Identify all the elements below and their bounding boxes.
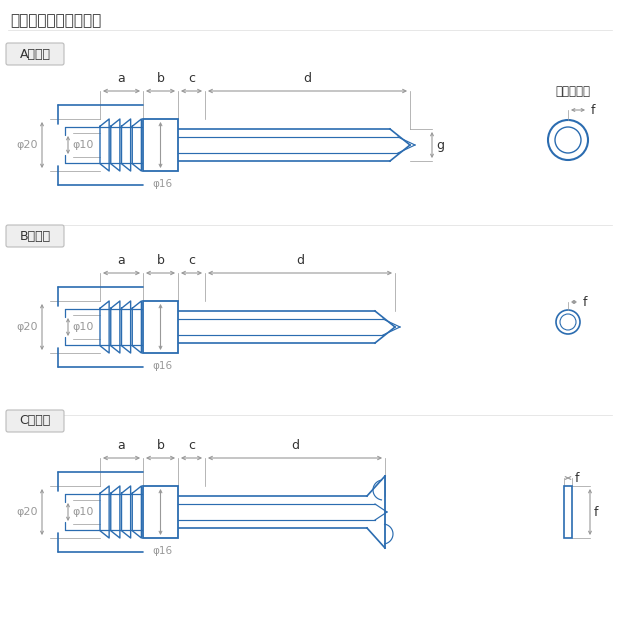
Text: b: b xyxy=(157,72,164,85)
Text: φ16: φ16 xyxy=(153,179,172,189)
Text: f: f xyxy=(583,296,588,309)
Text: Cタイプ: Cタイプ xyxy=(19,415,51,428)
Text: φ16: φ16 xyxy=(153,361,172,371)
Text: d: d xyxy=(296,254,304,267)
Text: b: b xyxy=(157,254,164,267)
Text: b: b xyxy=(157,439,164,452)
FancyBboxPatch shape xyxy=(6,43,64,65)
Text: φ20: φ20 xyxy=(17,322,38,332)
Text: φ20: φ20 xyxy=(17,507,38,517)
Text: Aタイプ: Aタイプ xyxy=(19,48,50,61)
Text: f: f xyxy=(594,505,598,518)
Bar xyxy=(564,486,572,538)
Text: φ10: φ10 xyxy=(72,507,94,517)
Text: f: f xyxy=(575,471,580,484)
Text: g: g xyxy=(436,138,444,151)
FancyBboxPatch shape xyxy=(6,225,64,247)
Text: c: c xyxy=(188,439,195,452)
Bar xyxy=(143,119,178,171)
Text: φ20: φ20 xyxy=(17,140,38,150)
Text: a: a xyxy=(118,254,125,267)
Text: Bタイプ: Bタイプ xyxy=(19,229,51,242)
Text: a: a xyxy=(118,72,125,85)
Text: φ16: φ16 xyxy=(153,546,172,556)
Text: d: d xyxy=(304,72,311,85)
Text: セラミックベース１型: セラミックベース１型 xyxy=(10,13,101,28)
Bar xyxy=(143,301,178,353)
Text: d: d xyxy=(291,439,299,452)
Text: c: c xyxy=(188,254,195,267)
Text: φ10: φ10 xyxy=(72,322,94,332)
FancyBboxPatch shape xyxy=(6,410,64,432)
Bar xyxy=(143,486,178,538)
Text: c: c xyxy=(188,72,195,85)
Text: f: f xyxy=(591,104,595,117)
Text: a: a xyxy=(118,439,125,452)
Text: 石英ガラス: 石英ガラス xyxy=(556,85,590,98)
Text: φ10: φ10 xyxy=(72,140,94,150)
